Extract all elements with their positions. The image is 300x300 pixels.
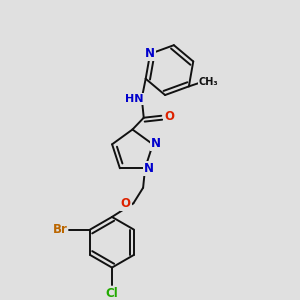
Text: N: N [144, 162, 154, 175]
Text: Cl: Cl [106, 287, 118, 300]
Text: N: N [145, 47, 155, 60]
Text: CH₃: CH₃ [199, 77, 218, 88]
Text: O: O [164, 110, 174, 123]
Text: O: O [121, 197, 130, 210]
Text: N: N [151, 137, 161, 150]
Text: HN: HN [125, 94, 143, 104]
Text: Br: Br [52, 223, 67, 236]
